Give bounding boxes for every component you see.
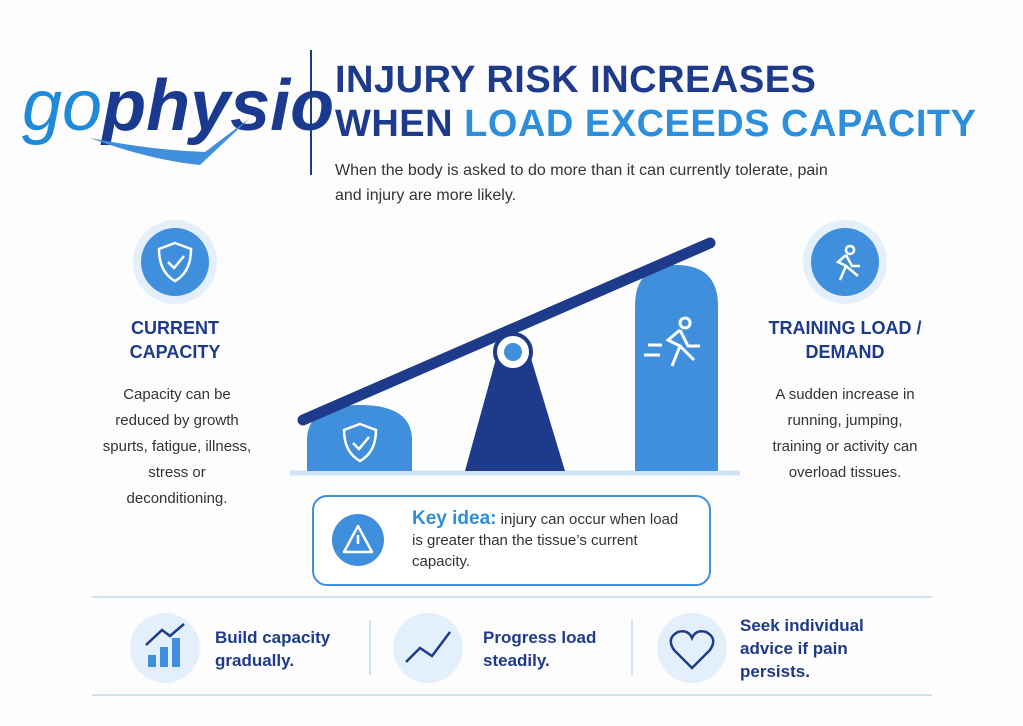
panel-text: Capacity can be reduced by growth spurts… [102,386,252,507]
logo-main: physio [100,66,334,146]
logo-swoosh [90,118,250,165]
check [352,436,370,451]
tip: Seek individual advice if pain persists. [740,616,864,681]
key-idea-box [312,495,711,586]
icon [811,228,879,296]
title-text: WHEN [335,103,454,145]
key-idea: Key idea: injury can occur when load is … [412,508,692,572]
bar-icon [160,647,168,667]
pivot-center [504,343,522,361]
title-line: WHEN LOAD EXCEEDS CAPACITY [335,102,976,146]
title-highlight: LOAD EXCEEDS CAPACITY [464,103,977,145]
heart-icon [669,630,715,670]
beam [297,237,716,426]
panel-text: A sudden increase in running, jumping, t… [772,386,918,481]
shield-icon [342,422,378,463]
logo: gophysio [22,66,334,146]
runner-icon [644,316,700,367]
icon [141,228,209,296]
tip-icon [657,613,727,683]
warning-triangle [342,524,374,554]
load-pillar [635,265,718,471]
tip-icon [393,613,463,683]
check [167,255,185,270]
tip: Build capacity gradually. [215,628,331,670]
runner-icon [835,244,860,281]
panel-heading: CURRENT CAPACITY [129,318,221,362]
arrow-icon [145,623,185,646]
tip: Progress load steadily. [483,628,597,670]
progress-icon [405,631,451,663]
logo-prefix: go [22,66,102,146]
subtitle: When the body is asked to do more than i… [335,162,828,204]
title: INJURY RISK INCREASES WHEN LOAD EXCEEDS C… [335,58,976,146]
title-line: INJURY RISK INCREASES [335,59,817,101]
key-idea-text: injury can occur when load is greater th… [412,511,679,570]
capacity-dome [307,405,412,471]
fulcrum [465,355,565,471]
bar-icon [172,638,180,667]
key-idea-label: Key idea: [412,508,497,529]
bar-icon [148,655,156,667]
panel-heading: TRAINING LOAD / DEMAND [768,318,922,362]
shield-icon [157,241,193,283]
